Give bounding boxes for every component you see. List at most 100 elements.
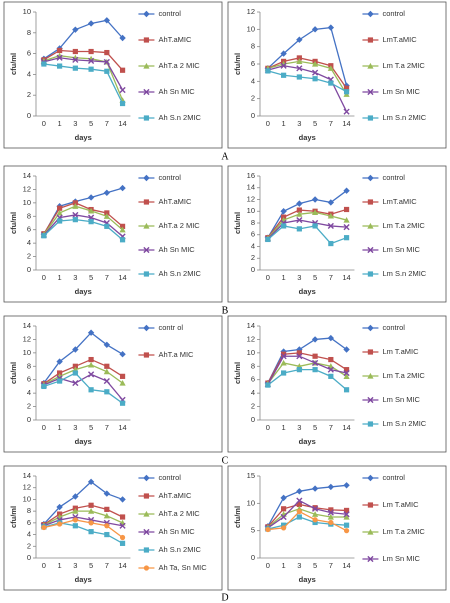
marker bbox=[57, 378, 63, 384]
legend-label: Ah S.n 2MIC bbox=[158, 545, 201, 554]
marker bbox=[143, 565, 150, 571]
y-tick-label: 8 bbox=[27, 28, 31, 37]
marker bbox=[143, 547, 150, 553]
marker bbox=[296, 200, 303, 207]
y-tick-label: 4 bbox=[251, 76, 255, 85]
x-tick-label: 0 bbox=[266, 119, 270, 128]
series-line bbox=[43, 187, 123, 235]
marker bbox=[72, 26, 79, 33]
x-tick-label: 1 bbox=[58, 119, 62, 128]
marker bbox=[88, 387, 94, 393]
marker bbox=[103, 490, 111, 497]
y-axis-label: cfu/ml bbox=[9, 53, 18, 75]
marker bbox=[87, 20, 95, 27]
marker bbox=[281, 506, 287, 512]
series-line bbox=[43, 481, 123, 525]
marker bbox=[280, 62, 287, 69]
series-line bbox=[267, 60, 348, 95]
y-tick-label: 2 bbox=[27, 541, 31, 550]
marker bbox=[328, 356, 334, 363]
x-tick-label: 3 bbox=[297, 273, 301, 282]
marker bbox=[72, 203, 79, 209]
series-line bbox=[267, 225, 347, 245]
marker bbox=[328, 519, 334, 526]
legend-label: control bbox=[382, 473, 405, 482]
legend-label: Ah Sn MIC bbox=[158, 245, 195, 254]
y-tick-label: 12 bbox=[247, 7, 255, 16]
series-line bbox=[267, 211, 347, 239]
x-tick-label: 14 bbox=[342, 119, 350, 128]
y-tick-label: 12 bbox=[23, 184, 31, 193]
marker bbox=[57, 370, 63, 376]
marker bbox=[343, 522, 350, 528]
y-tick-label: 12 bbox=[23, 334, 31, 343]
marker bbox=[343, 511, 350, 518]
marker bbox=[328, 80, 334, 86]
marker bbox=[72, 200, 78, 206]
series-line bbox=[43, 516, 123, 527]
x-axis-label: days bbox=[75, 133, 92, 142]
x-tick-label: 1 bbox=[282, 561, 286, 570]
marker bbox=[328, 240, 334, 247]
y-tick-label: 0 bbox=[27, 553, 31, 562]
legend-label: AhT.a 2 MIC bbox=[158, 221, 200, 230]
y-tick-label: 10 bbox=[247, 498, 255, 507]
marker bbox=[311, 511, 319, 517]
y-tick-label: 0 bbox=[251, 265, 255, 274]
marker bbox=[87, 478, 95, 486]
y-tick-label: 6 bbox=[27, 375, 31, 384]
marker bbox=[312, 517, 318, 523]
x-tick-label: 3 bbox=[73, 423, 77, 432]
series-line bbox=[267, 516, 347, 530]
x-tick-label: 1 bbox=[58, 273, 62, 282]
marker bbox=[367, 222, 374, 229]
marker bbox=[87, 508, 95, 514]
x-tick-label: 14 bbox=[118, 273, 126, 282]
series-line bbox=[267, 219, 347, 240]
marker bbox=[311, 505, 319, 512]
marker bbox=[296, 497, 303, 504]
y-tick-label: 5 bbox=[251, 526, 255, 535]
marker bbox=[281, 370, 287, 376]
marker bbox=[327, 212, 334, 219]
panel-frame bbox=[227, 165, 447, 303]
marker bbox=[312, 519, 318, 526]
marker bbox=[296, 74, 302, 80]
x-tick-label: 7 bbox=[329, 561, 333, 570]
y-tick-label: 8 bbox=[27, 506, 31, 515]
x-tick-label: 1 bbox=[58, 423, 62, 432]
legend-label: Lm Sn MIC bbox=[382, 245, 420, 254]
marker bbox=[104, 506, 110, 512]
legend-label: Lm S.n 2MIC bbox=[382, 113, 426, 122]
y-tick-label: 10 bbox=[247, 348, 255, 357]
legend-label: control bbox=[382, 173, 405, 182]
legend-label: Ah S.n 2MIC bbox=[158, 113, 201, 122]
legend-label: AhT.a MIC bbox=[158, 350, 194, 359]
panel-frame bbox=[227, 1, 447, 149]
marker bbox=[88, 502, 94, 508]
series-line bbox=[267, 70, 347, 93]
legend-label: Ah Sn MIC bbox=[158, 527, 195, 536]
marker bbox=[312, 223, 318, 229]
y-tick-label: 4 bbox=[27, 238, 31, 247]
marker bbox=[56, 503, 63, 511]
marker bbox=[367, 528, 374, 535]
marker bbox=[119, 496, 126, 503]
series-line bbox=[267, 26, 348, 86]
legend-label: Lm T.aMIC bbox=[382, 347, 419, 356]
series-line bbox=[43, 63, 124, 104]
x-tick-label: 0 bbox=[266, 423, 270, 432]
marker bbox=[104, 68, 110, 74]
marker bbox=[367, 421, 374, 427]
marker bbox=[281, 522, 287, 528]
marker bbox=[103, 189, 111, 196]
marker bbox=[280, 353, 287, 360]
legend-label: control bbox=[158, 473, 181, 482]
marker bbox=[343, 85, 350, 91]
x-tick-label: 5 bbox=[89, 561, 93, 570]
x-tick-label: 14 bbox=[118, 423, 126, 432]
y-tick-label: 10 bbox=[23, 494, 31, 503]
x-axis-label: days bbox=[75, 437, 92, 446]
marker bbox=[72, 379, 79, 387]
